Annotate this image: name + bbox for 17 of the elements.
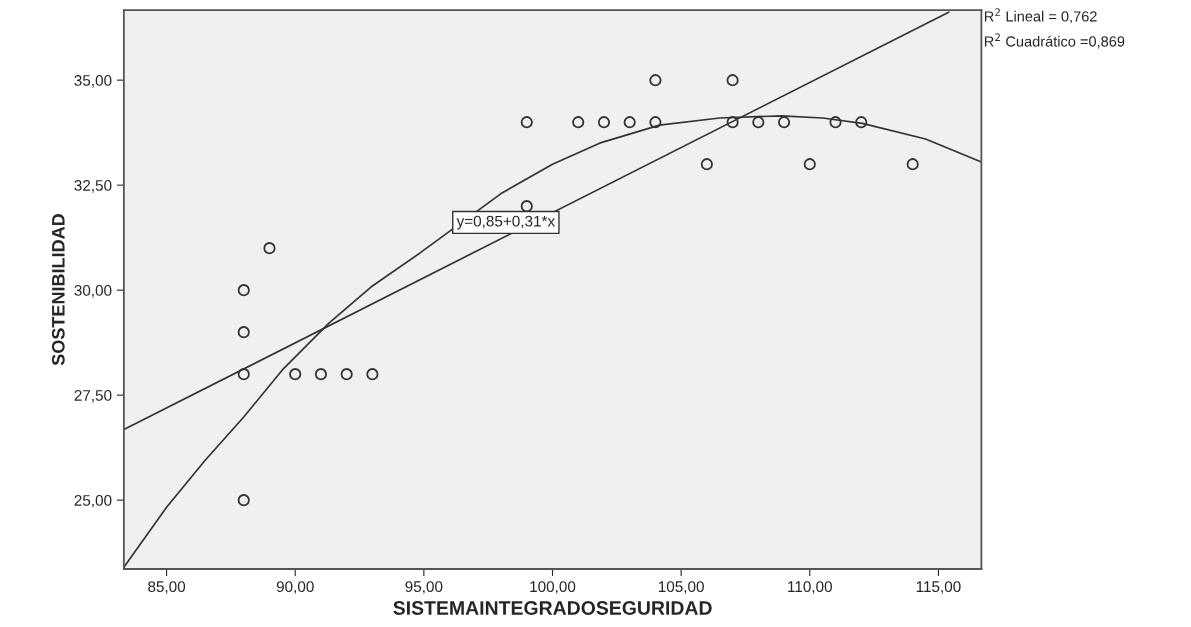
x-tick-label: 95,00 — [405, 581, 443, 594]
x-tick-label: 115,00 — [916, 581, 961, 594]
y-axis-title: SOSTENIBILIDAD — [51, 214, 65, 366]
x-tick-label: 90,00 — [276, 581, 314, 594]
y-tick-label: 27,50 — [74, 390, 112, 403]
y-tick-label: 32,50 — [74, 180, 112, 193]
x-axis-title: SISTEMAINTEGRADOSEGURIDAD — [393, 601, 712, 615]
y-tick-label: 25,00 — [74, 495, 112, 508]
annotation: y=0,85+0,31*x — [456, 215, 555, 230]
x-tick-label: 105,00 — [658, 581, 704, 594]
text: R$^{2}$ Cuadrático =0,869 — [984, 33, 1125, 49]
x-tick-label: 100,00 — [530, 581, 576, 594]
x-tick-label: 85,00 — [148, 581, 186, 594]
x-tick-label: 110,00 — [788, 581, 832, 594]
y-tick-label: 30,00 — [74, 285, 112, 298]
text: R$^{2}$ Lineal = 0,762 — [984, 8, 1097, 24]
y-tick-label: 35,00 — [74, 75, 112, 88]
